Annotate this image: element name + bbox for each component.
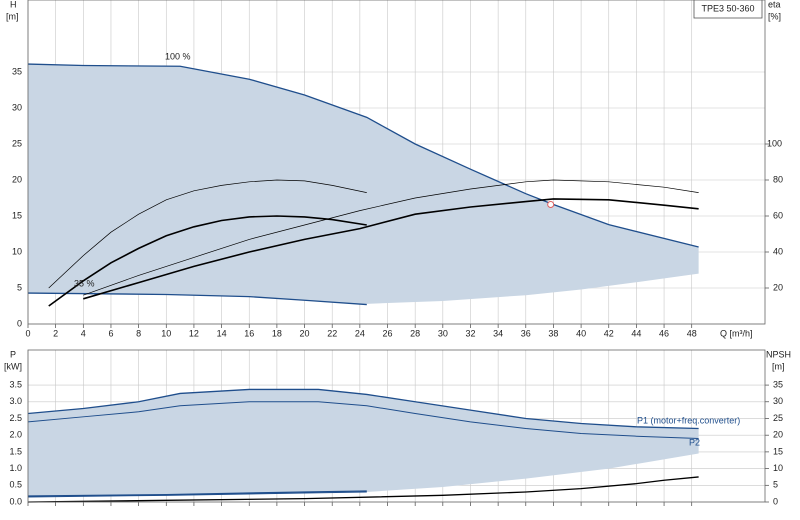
y-tick-label: 0 (17, 318, 22, 328)
title-box (693, 0, 763, 19)
x-tick-label: 12 (189, 328, 199, 338)
y2-label: NPSH (766, 349, 791, 359)
x-tick-label: 32 (465, 328, 475, 338)
curve (27, 292, 367, 306)
y2-tick-label: 5 (773, 480, 778, 490)
x-tick-label: 0 (25, 328, 30, 338)
curve (48, 179, 367, 289)
y2-tick-label: 35 (773, 379, 783, 389)
x-tick-label: 30 (438, 328, 448, 338)
y-tick-label: 10 (12, 246, 22, 256)
y2-tick-label: 80 (773, 174, 783, 184)
y-tick-label: 3.0 (9, 396, 22, 406)
x-label: Q [m³/h] (720, 328, 753, 338)
x-tick-label: 44 (631, 328, 641, 338)
y-label: P (10, 349, 16, 359)
x-tick-label: 16 (244, 328, 254, 338)
chart-title: TPE3 50-360 (701, 3, 754, 13)
y2-label: eta (768, 0, 781, 9)
y-tick-label: 0.5 (9, 480, 22, 490)
y2-tick-label: 10 (773, 463, 783, 473)
x-tick-label: 22 (327, 328, 337, 338)
y-tick-label: 3.5 (9, 379, 22, 389)
x-tick-label: 8 (136, 328, 141, 338)
y-tick-label: 15 (12, 210, 22, 220)
y-label: H (10, 0, 17, 9)
y-tick-label: 35 (12, 66, 22, 76)
y-tick-label: 2.5 (9, 413, 22, 423)
y2-tick-label: 20 (773, 430, 783, 440)
duty-point (547, 200, 555, 208)
plots: 0 2 4 6 8 10 12 14 16 18 20 22 24 26 28 30 32 34 36 38 40 42 4… (9, 0, 783, 506)
x-tick-label: 14 (217, 328, 227, 338)
x-tick-label: 28 (410, 328, 420, 338)
y2-tick-label: 60 (773, 210, 783, 220)
y-tick-label: 2.0 (9, 430, 22, 440)
y2-unit: [m] (772, 361, 785, 371)
y-unit: [kW] (4, 361, 22, 371)
series-label: 100 % (165, 51, 191, 61)
curve (83, 179, 699, 296)
curve (27, 490, 367, 497)
operating-area (28, 389, 699, 497)
y-unit: [m] (6, 11, 19, 21)
curve (48, 215, 367, 307)
x-tick-label: 48 (687, 328, 697, 338)
x-tick-label: 4 (81, 328, 86, 338)
series-label: P1 (motor+freq.converter) (637, 415, 740, 425)
x-tick-label: 6 (108, 328, 113, 338)
y2-tick-label: 30 (773, 396, 783, 406)
y2-tick-label: 100 (767, 138, 782, 148)
y-tick-label: 25 (12, 138, 22, 148)
y2-tick-label: 20 (773, 282, 783, 292)
y-tick-label: 30 (12, 102, 22, 112)
curve (27, 388, 699, 430)
curve (83, 198, 699, 300)
y2-tick-label: 25 (773, 413, 783, 423)
operating-area (28, 64, 699, 305)
x-tick-label: 42 (604, 328, 614, 338)
plot-border (27, 0, 766, 325)
series-label: P2 (689, 437, 700, 447)
x-tick-label: 46 (659, 328, 669, 338)
x-tick-label: 38 (548, 328, 558, 338)
y-tick-label: 0.0 (9, 496, 22, 506)
plot-border (27, 349, 766, 503)
y-tick-label: 1.5 (9, 446, 22, 456)
x-tick-label: 20 (300, 328, 310, 338)
y2-unit: [%] (768, 11, 781, 21)
curve (27, 63, 699, 248)
x-tick-label: 34 (493, 328, 503, 338)
curve (27, 401, 699, 440)
y2-tick-label: 15 (773, 446, 783, 456)
y2-tick-label: 0 (773, 496, 778, 506)
curve (27, 476, 699, 503)
curve (27, 491, 367, 498)
y-tick-label: 5 (17, 282, 22, 292)
y-tick-label: 20 (12, 174, 22, 184)
y2-tick-label: 40 (773, 246, 783, 256)
x-tick-label: 24 (355, 328, 365, 338)
x-tick-label: 2 (53, 328, 58, 338)
x-tick-label: 40 (576, 328, 586, 338)
x-tick-label: 36 (521, 328, 531, 338)
x-tick-label: 26 (383, 328, 393, 338)
y-tick-label: 1.0 (9, 463, 22, 473)
series-label: 35 % (74, 278, 95, 288)
x-tick-label: 10 (161, 328, 171, 338)
x-tick-label: 18 (272, 328, 282, 338)
